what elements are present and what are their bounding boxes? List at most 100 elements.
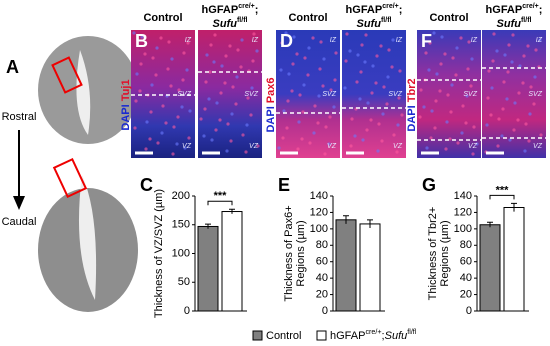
cell	[534, 48, 538, 52]
cell	[323, 152, 327, 156]
cell	[502, 80, 506, 84]
cell	[291, 62, 295, 66]
zone-label: SVZ	[244, 91, 258, 98]
cell	[228, 44, 232, 48]
y-tick-label: 200	[172, 190, 190, 202]
cell	[306, 73, 310, 77]
cell	[355, 80, 359, 84]
cell	[466, 67, 470, 71]
cell	[343, 86, 347, 90]
cell	[365, 128, 369, 132]
stain-label: DAPI Pax6	[265, 77, 277, 132]
cell	[202, 134, 206, 138]
cell	[359, 70, 363, 74]
zone-label: IZ	[330, 37, 337, 44]
cell	[508, 138, 512, 142]
cell	[234, 102, 238, 106]
cell	[172, 125, 176, 129]
micrograph	[276, 30, 340, 158]
bar	[359, 223, 381, 312]
arrow-head	[13, 196, 25, 210]
cell	[533, 75, 537, 79]
cell	[344, 59, 348, 63]
y-tick-label: 80	[316, 239, 328, 251]
cell	[539, 133, 543, 137]
cell	[159, 36, 163, 40]
y-tick-label: 0	[184, 305, 190, 317]
label-part: ;	[255, 4, 259, 16]
cell	[461, 104, 465, 108]
cell	[500, 134, 504, 138]
error-bar	[367, 219, 373, 229]
cell	[186, 41, 190, 45]
cell	[523, 149, 527, 153]
label-part: Sufu	[497, 18, 522, 30]
cell	[448, 137, 452, 141]
cell	[329, 88, 333, 92]
zone-label: SVZ	[322, 91, 336, 98]
y-tick-label: 140	[310, 190, 328, 202]
cell	[209, 43, 213, 47]
error-bar	[229, 208, 235, 214]
cell	[204, 80, 208, 84]
cell	[280, 41, 284, 45]
roi-box	[52, 157, 88, 199]
cell	[132, 31, 136, 35]
bar	[197, 225, 219, 312]
panel-letter: B	[135, 31, 148, 51]
cell	[464, 121, 468, 125]
ventricle	[76, 50, 91, 135]
cell	[161, 104, 165, 108]
cell	[460, 131, 464, 135]
bar	[503, 207, 525, 312]
cell	[505, 97, 509, 101]
cell	[327, 142, 331, 146]
cell	[282, 109, 286, 113]
cell	[138, 89, 142, 93]
cell	[348, 49, 352, 53]
cell	[171, 152, 175, 156]
cell	[506, 70, 510, 74]
cell	[149, 110, 153, 114]
zone-label: SVZ	[177, 91, 191, 98]
cell	[156, 141, 160, 145]
cell	[419, 88, 423, 92]
cell	[225, 149, 229, 153]
mutant-label: hGFAPcre/+;	[346, 3, 403, 16]
cell	[148, 137, 152, 141]
cell	[175, 142, 179, 146]
cell	[332, 105, 336, 109]
cell	[301, 110, 305, 114]
y-tick-label: 120	[454, 206, 472, 218]
cell	[134, 99, 138, 103]
label-part: cre/+	[365, 328, 381, 336]
cell	[188, 109, 192, 113]
cell	[381, 112, 385, 116]
cell	[501, 107, 505, 111]
cell	[449, 110, 453, 114]
zone-label: SVZ	[388, 91, 402, 98]
cell	[295, 52, 299, 56]
roi-box	[51, 56, 83, 94]
zone-label: VZ	[327, 143, 337, 150]
cell	[176, 115, 180, 119]
cell	[324, 125, 328, 129]
y-axis-label: Regions (µm)	[295, 220, 307, 286]
mutant-label: Sufufl/fl	[497, 17, 532, 30]
cell	[434, 99, 438, 103]
cell	[223, 81, 227, 85]
label-part: ;	[382, 330, 385, 342]
cell	[155, 46, 159, 50]
zone-label: VZ	[393, 143, 403, 150]
cell	[321, 84, 325, 88]
cell	[360, 43, 364, 47]
label-part: ;	[399, 4, 403, 16]
cell	[317, 94, 321, 98]
cell	[302, 83, 306, 87]
cell	[398, 69, 402, 73]
stain-dapi: DAPI	[406, 105, 418, 131]
cell	[429, 136, 433, 140]
zone-label: VZ	[182, 143, 192, 150]
cell	[182, 51, 186, 55]
cell	[213, 33, 217, 37]
